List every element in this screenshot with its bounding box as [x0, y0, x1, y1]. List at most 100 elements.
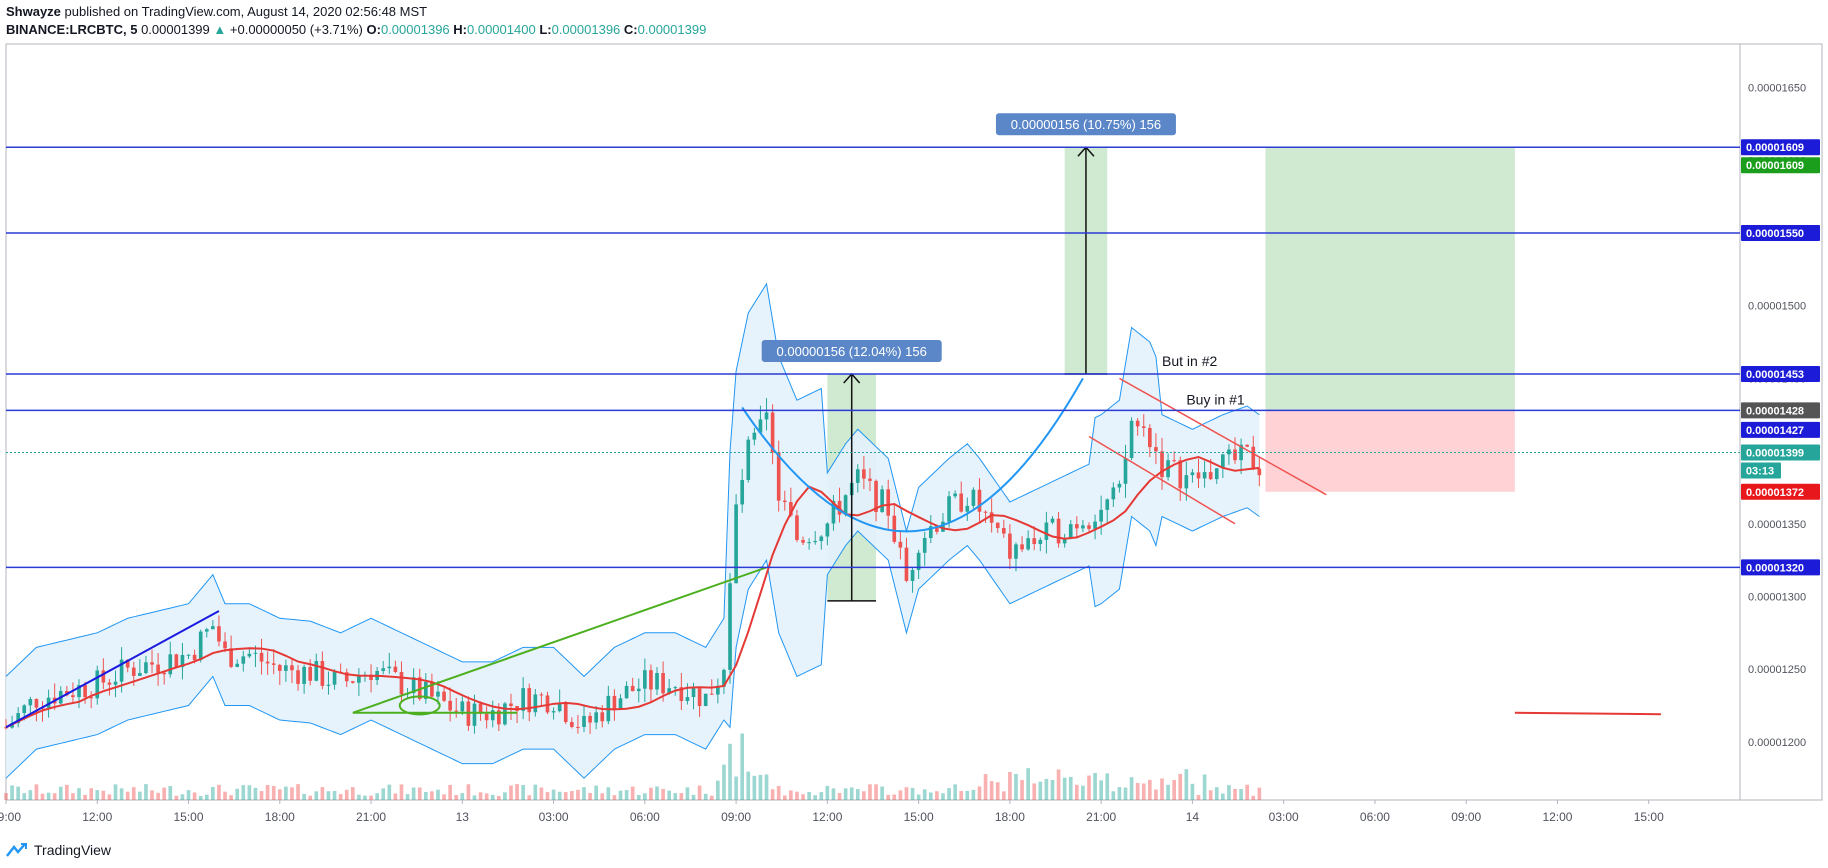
volume-bar: [399, 784, 404, 800]
candle-body: [119, 659, 124, 682]
candle-body: [1239, 444, 1243, 461]
candle-body: [1208, 472, 1213, 480]
candle-body: [113, 681, 118, 685]
tradingview-footer[interactable]: TradingView: [6, 842, 111, 858]
volume-bar: [284, 786, 288, 800]
volume-bar: [752, 775, 757, 800]
candle-body: [1020, 544, 1024, 550]
candle-body: [1178, 460, 1183, 489]
volume-bar: [709, 795, 714, 800]
candle-body: [296, 670, 300, 684]
publish-info: Shwayze published on TradingView.com, Au…: [6, 4, 427, 19]
candle-body: [326, 684, 331, 686]
candle-body: [1160, 451, 1164, 478]
price-label-box: [1741, 366, 1820, 383]
volume-bar: [65, 784, 69, 800]
band-fill: [6, 283, 1260, 779]
x-tick-label: 15:00: [1634, 810, 1664, 824]
candle-body: [393, 666, 398, 672]
y-tick-label: 0.00001650: [1748, 83, 1806, 95]
candle-body: [971, 489, 976, 506]
candle-body: [460, 701, 465, 712]
candle-body: [989, 512, 994, 523]
volume-bar: [223, 791, 227, 800]
candle-body: [448, 700, 452, 711]
price-label-box: [1741, 421, 1820, 438]
volume-bar: [527, 795, 532, 800]
cup-curve: [741, 377, 1084, 533]
volume-bar: [1221, 793, 1225, 800]
candle-body: [746, 439, 751, 481]
band-lower: [5, 507, 1260, 779]
candle-body: [22, 705, 27, 714]
y-tick-label: 0.00001250: [1748, 664, 1806, 676]
candle-body: [350, 681, 355, 683]
candle-body: [880, 489, 884, 512]
volume-bar: [545, 792, 550, 800]
volume-bar: [28, 790, 33, 800]
candle-body: [1087, 525, 1091, 529]
volume-bar: [101, 790, 106, 800]
symbol-legend: BINANCE:LRCBTC, 5 0.00001399 ▲ +0.000000…: [6, 22, 706, 37]
price-label-box: [1741, 462, 1781, 479]
x-tick-label: 21:00: [356, 810, 386, 824]
volume-bar: [971, 789, 976, 800]
candle-body: [624, 685, 629, 699]
x-tick-label: 03:00: [1269, 810, 1299, 824]
low-label: L:: [539, 22, 552, 37]
volume-bar: [1233, 788, 1237, 800]
volume-bar: [58, 786, 63, 800]
annotation-but-in-2: But in #2: [1162, 353, 1217, 369]
volume-bar: [277, 789, 282, 800]
candle-body: [1001, 527, 1006, 534]
candle-body: [204, 629, 209, 632]
volume-bar: [1196, 795, 1201, 800]
candle-body: [661, 673, 665, 694]
volume-bar: [83, 794, 87, 800]
volume-bar: [448, 784, 452, 800]
target-zone: [1265, 147, 1515, 411]
volume-bar: [606, 787, 611, 800]
high-label: H:: [453, 22, 467, 37]
candle-body: [576, 726, 580, 728]
volume-bar: [1239, 789, 1243, 800]
volume-bar: [557, 791, 562, 800]
candle-body: [95, 670, 100, 699]
volume-bar: [125, 791, 130, 800]
volume-bar: [411, 787, 416, 800]
candle-body: [813, 541, 818, 543]
candle-body: [1123, 457, 1128, 484]
candle-body: [198, 631, 203, 661]
candle-body: [588, 715, 592, 723]
candle-body: [862, 469, 866, 479]
candle-body: [192, 654, 197, 661]
candle-body: [703, 693, 708, 706]
x-tick-label: 15:00: [174, 810, 204, 824]
candle-body: [1196, 472, 1201, 479]
candle-body: [436, 691, 440, 697]
price-label-box: [1741, 483, 1820, 500]
volume-bar: [1141, 783, 1146, 800]
price-label-text: 0.00001428: [1746, 405, 1804, 417]
band-upper: [5, 282, 1260, 678]
volume-bar: [442, 794, 446, 800]
volume-bar: [612, 795, 617, 800]
candle-body: [4, 727, 8, 729]
candle-body: [1141, 426, 1146, 428]
volume-bar: [119, 788, 124, 800]
volume-bar: [1227, 785, 1231, 800]
volume-bar: [910, 787, 915, 800]
volume-bar: [1062, 777, 1067, 800]
volume-bar: [922, 789, 927, 800]
candle-body: [186, 654, 191, 656]
candle-body: [71, 695, 75, 698]
candle-body: [229, 648, 233, 667]
volume-bar: [801, 794, 805, 800]
volume-bar: [1014, 773, 1018, 800]
candle-body: [168, 654, 173, 675]
candle-body: [782, 500, 787, 503]
publish-text: published on TradingView.com, August 14,…: [60, 4, 428, 19]
volume-bar: [509, 785, 513, 800]
close-value: 0.00001399: [637, 22, 707, 37]
